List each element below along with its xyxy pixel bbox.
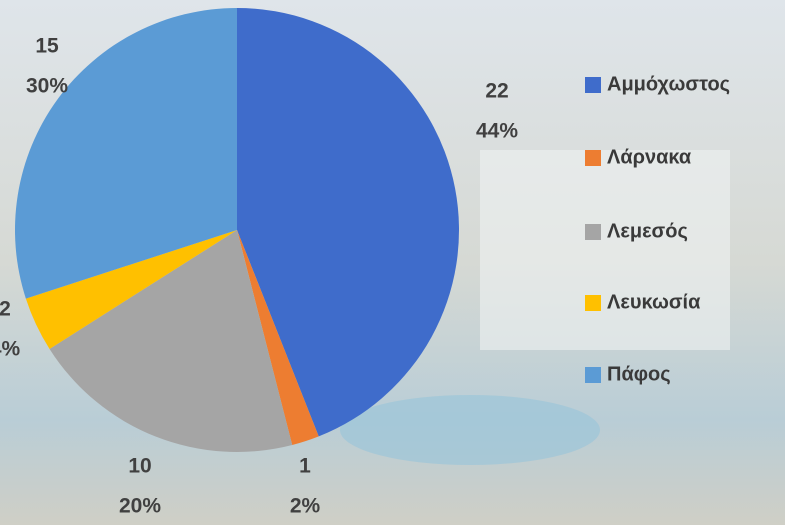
legend-swatch xyxy=(585,150,601,166)
pie-slice xyxy=(25,230,238,349)
percent-label: 30% xyxy=(26,75,68,98)
background-pool xyxy=(340,395,600,465)
percent-label: 4% xyxy=(0,338,20,361)
background-building xyxy=(480,150,730,350)
legend-label: Λάρνακα xyxy=(607,146,692,168)
value-label: 10 xyxy=(128,455,151,478)
value-label: 2 xyxy=(0,298,11,321)
percent-label: 44% xyxy=(476,120,518,143)
percent-label: 20% xyxy=(119,495,161,518)
pie-slice xyxy=(237,8,460,437)
pie-slice xyxy=(237,230,319,446)
pie-slice xyxy=(49,230,293,452)
value-label: 22 xyxy=(485,80,508,103)
legend-swatch xyxy=(585,295,601,311)
percent-label: 2% xyxy=(290,495,321,518)
value-label: 15 xyxy=(35,35,59,58)
pie-slice xyxy=(14,8,238,299)
legend-swatch xyxy=(585,367,601,383)
legend-swatch xyxy=(585,224,601,240)
legend-swatch xyxy=(585,77,601,93)
legend-label: Πάφος xyxy=(607,363,671,385)
legend-label: Λευκωσία xyxy=(607,291,701,313)
legend-label: Λεμεσός xyxy=(607,220,688,242)
value-label: 1 xyxy=(299,455,311,478)
legend-label: Αμμόχωστος xyxy=(607,73,730,95)
